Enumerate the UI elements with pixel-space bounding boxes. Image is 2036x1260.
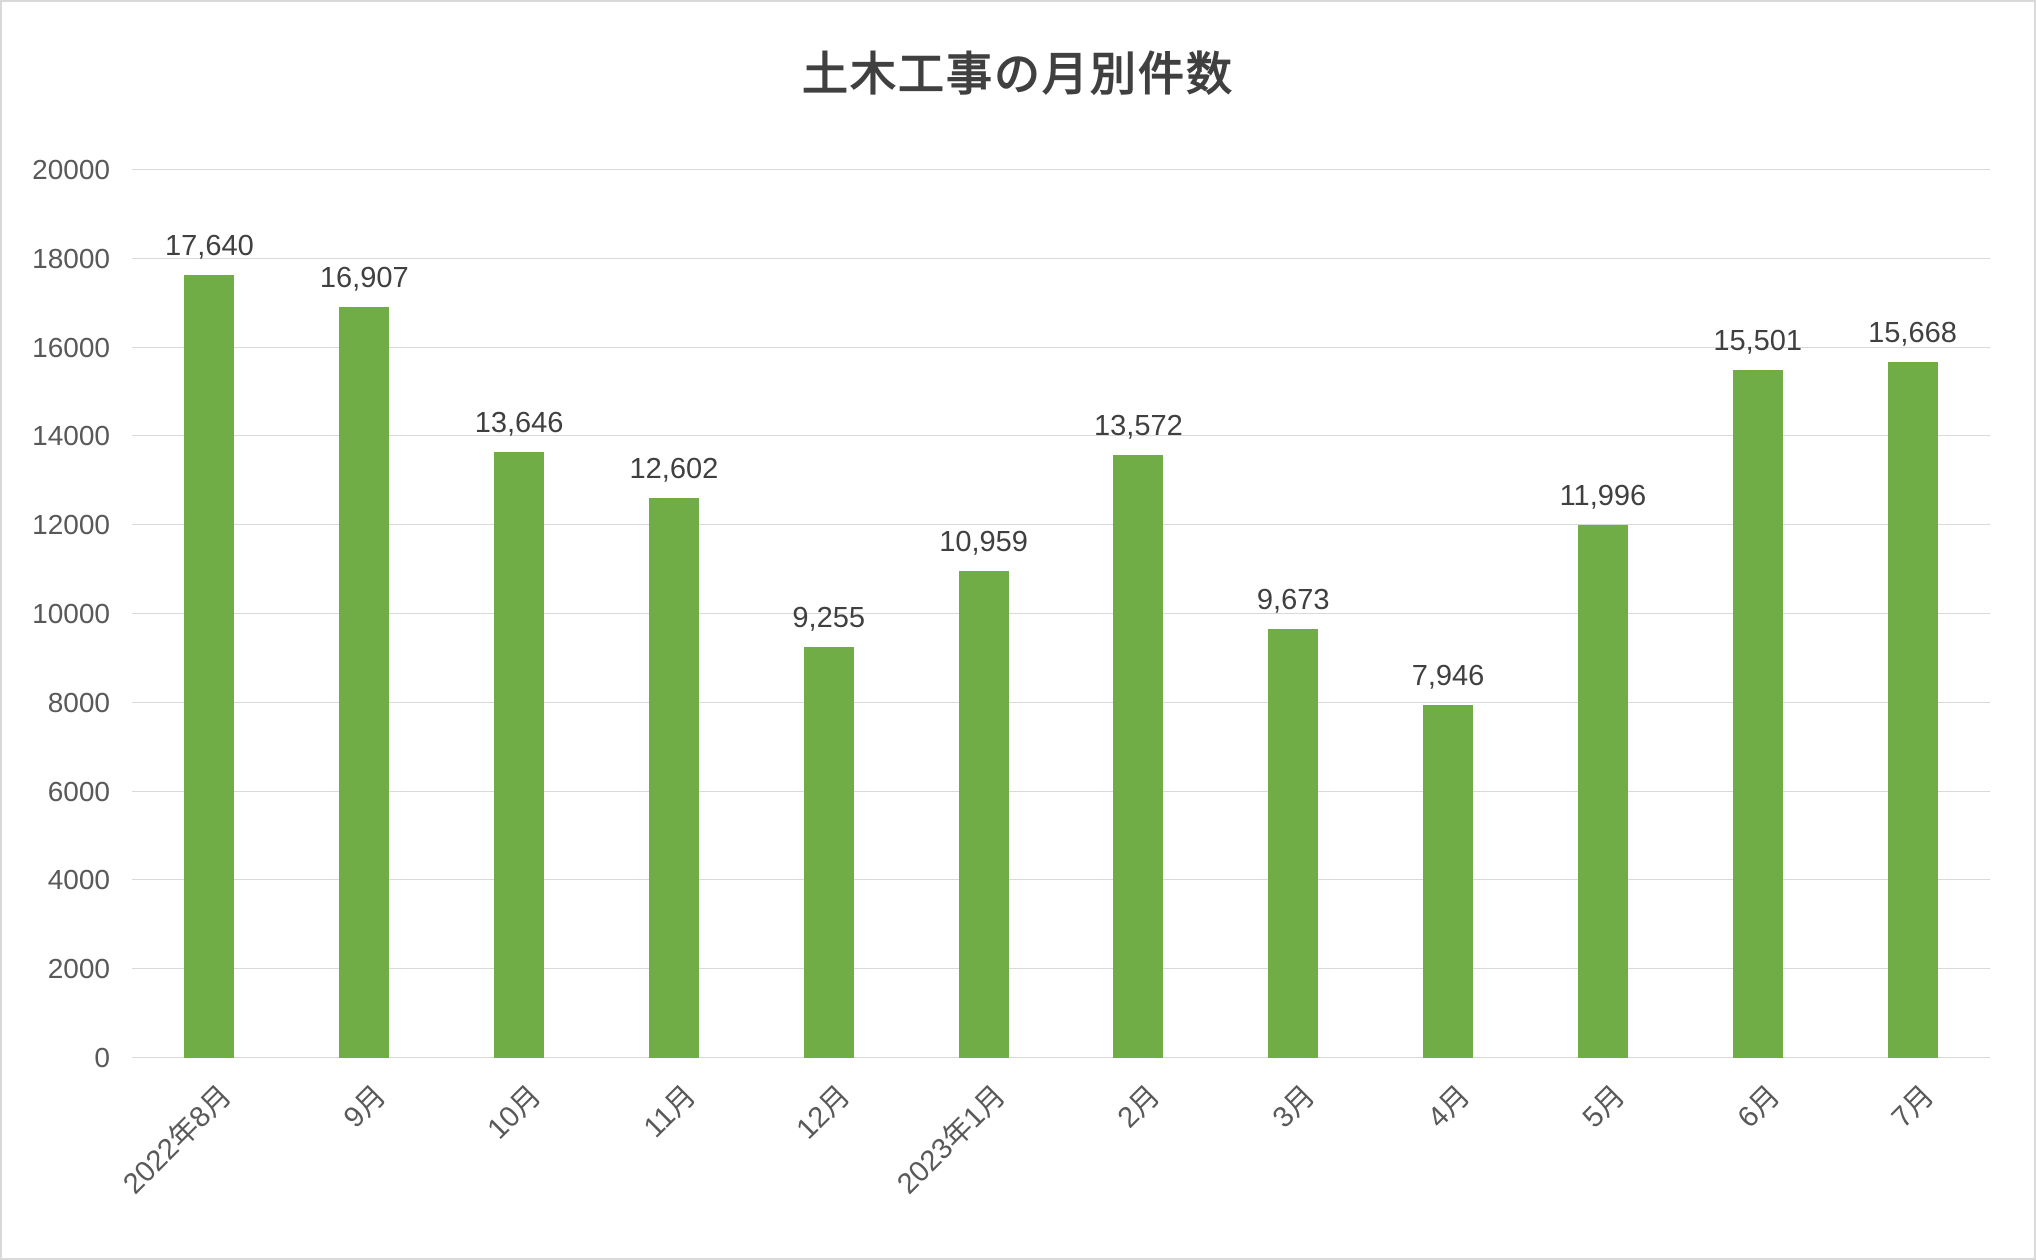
gridline [132,613,1990,614]
bar: 9,255 [792,602,865,1058]
y-axis-tick-label: 0 [94,1042,110,1073]
x-axis-tick-label: 2月 [1112,1079,1167,1135]
y-axis-tick-label: 20000 [32,154,110,185]
y-axis-tick-label: 16000 [32,331,110,363]
x-axis-tick-label: 2023年1月 [891,1079,1012,1201]
gridline [132,790,1990,792]
bar-value-label: 15,501 [1713,324,1803,357]
bar: 16,907 [320,262,409,1058]
x-axis-tick-label: 2022年8月 [117,1079,238,1201]
bar-value-label: 12,602 [629,453,719,486]
x-axis-tick-label: 6月 [1731,1079,1786,1135]
bar-slot: 17,640 2022年8月 [117,170,287,1201]
bar: 11,996 [1560,480,1646,1058]
gridline [132,257,1990,259]
x-axis-tick-label: 5月 [1576,1079,1632,1135]
bar: 7,946 [1412,660,1484,1058]
gridline [132,879,1990,881]
bar-slots: 17,640 2022年8月 16,907 9月 13,646 10月 12,602 11月 9… [117,170,1990,1201]
gridline [132,524,1990,526]
bar: 13,646 [475,407,563,1058]
bar-slot: 16,907 9月 [287,170,442,1134]
bar-slot: 13,646 10月 [442,170,597,1145]
bar-slot: 7,946 4月 [1371,170,1526,1134]
gridline [132,346,1990,348]
y-axis-tick-label: 18000 [32,242,110,274]
gridline [132,435,1990,437]
bar-slot: 10,959 2023年1月 [891,170,1061,1200]
bar-slot: 9,255 12月 [751,170,906,1146]
x-axis-tick-label: 11月 [637,1079,703,1145]
bar: 12,602 [630,453,718,1058]
bar-value-label: 10,959 [939,526,1028,559]
bar-slot: 12,602 11月 [596,170,751,1144]
bar-value-label: 13,572 [1094,410,1183,443]
bar-slot: 9,673 3月 [1216,170,1371,1135]
bar-slot: 13,572 2月 [1061,170,1216,1134]
gridline [132,701,1990,703]
bar: 15,668 [1868,317,1957,1058]
y-axis-tick-label: 12000 [32,509,110,541]
bar: 9,673 [1257,584,1329,1058]
bar: 13,572 [1094,410,1183,1058]
y-axis-tick-label: 10000 [32,598,110,629]
bar-slot: 15,668 7月 [1835,170,1990,1134]
bar: 10,959 [939,526,1028,1058]
x-axis-tick-label: 10月 [481,1079,548,1146]
bar: 17,640 [165,230,254,1058]
bar-value-label: 7,946 [1411,660,1485,693]
bar-value-label: 9,255 [792,602,866,635]
bar-slot: 15,501 6月 [1680,170,1835,1134]
bar: 15,501 [1713,325,1802,1058]
y-axis-tick-label: 8000 [47,686,110,718]
bar-value-label: 11,996 [1559,480,1647,513]
gridline [132,1057,1990,1058]
y-axis-tick-label: 4000 [47,864,110,896]
y-axis-tick-label: 2000 [47,953,110,985]
bar-value-label: 9,673 [1256,583,1330,616]
chart-title: 土木工事の月別件数 [802,48,1234,100]
bar-value-label: 13,646 [474,407,564,440]
x-axis-tick-label: 7月 [1886,1079,1941,1135]
y-axis-tick-label: 14000 [32,420,110,452]
x-axis-tick-label: 12月 [791,1079,858,1146]
x-axis-tick-label: 4月 [1421,1079,1477,1135]
bar-slot: 11,996 5月 [1525,170,1680,1134]
bar-value-label: 17,640 [165,229,254,262]
y-axis-tick-label: 6000 [47,775,110,807]
bar-value-label: 16,907 [319,262,409,295]
gridline [132,968,1990,970]
gridline [132,169,1990,170]
bar-value-label: 15,668 [1868,317,1957,350]
x-axis-tick-label: 3月 [1266,1079,1322,1135]
x-axis-tick-label: 9月 [337,1079,393,1135]
plot-area: 0 2000 4000 6000 8000 10000 12000 14000 16000 180… [32,154,1990,1201]
